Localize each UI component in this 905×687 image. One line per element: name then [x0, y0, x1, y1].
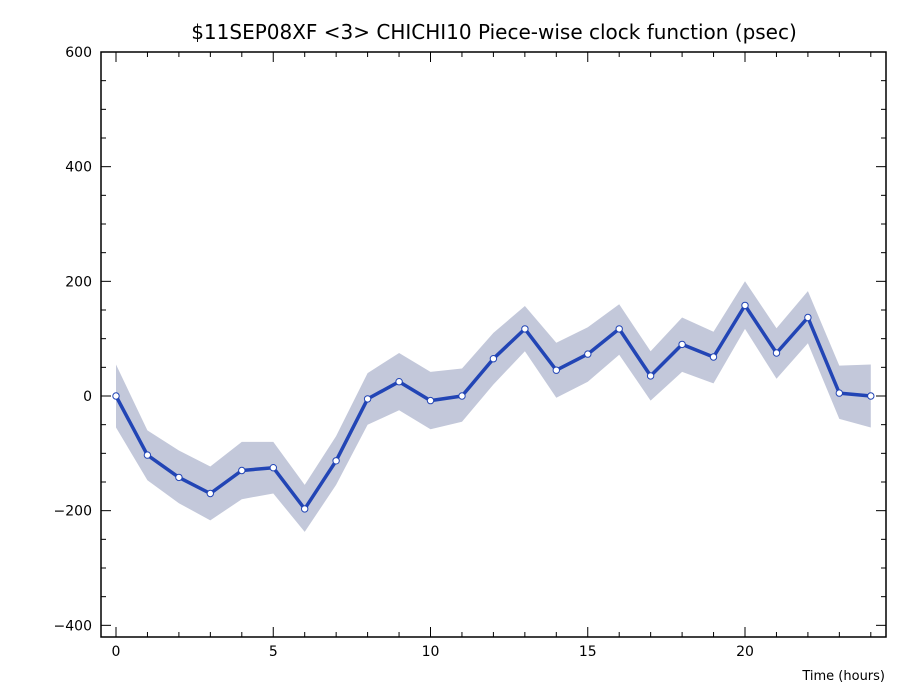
data-point [584, 350, 592, 358]
data-point [646, 372, 655, 380]
data-point [206, 489, 215, 498]
y-tick-label: −200 [54, 504, 92, 520]
data-point [301, 505, 309, 513]
data-point [709, 353, 718, 361]
x-tick-label: 15 [579, 644, 597, 660]
data-point [615, 325, 623, 333]
data-point [143, 451, 152, 459]
tick-layer [101, 51, 886, 637]
data-point [332, 457, 340, 465]
data-point [835, 389, 843, 397]
tick-label-layer: 0 5 10 15 20 600 400 200 0 −200 −400 [54, 45, 754, 660]
data-point [238, 466, 246, 475]
error-band-layer [116, 281, 871, 532]
data-point [772, 349, 781, 357]
data-point [741, 301, 749, 310]
x-tick-label: 0 [112, 644, 121, 660]
y-tick-label: −400 [54, 618, 92, 634]
y-tick-label: 200 [65, 274, 92, 290]
data-point [678, 340, 686, 349]
data-point [804, 313, 812, 322]
x-tick-label: 20 [736, 644, 754, 660]
data-point [552, 366, 560, 374]
y-tick-label: 0 [83, 389, 92, 405]
data-point [489, 355, 498, 363]
x-tick-label: 10 [422, 644, 440, 660]
error-band-0 [116, 281, 871, 532]
data-point [269, 464, 277, 472]
data-point [175, 473, 183, 482]
x-axis-label: Time (hours) [801, 669, 885, 684]
y-tick-label: 600 [65, 45, 92, 61]
data-point [867, 392, 875, 400]
marker-layer [112, 301, 875, 513]
data-point [521, 325, 529, 333]
data-point [395, 378, 403, 386]
data-point [363, 395, 372, 403]
chart-title: $11SEP08XF <3> CHICHI10 Piece-wise clock… [191, 20, 797, 44]
x-tick-label: 5 [269, 644, 278, 660]
data-point [458, 392, 466, 400]
data-point [426, 396, 435, 405]
data-point [112, 392, 120, 400]
y-tick-label: 400 [65, 160, 92, 176]
